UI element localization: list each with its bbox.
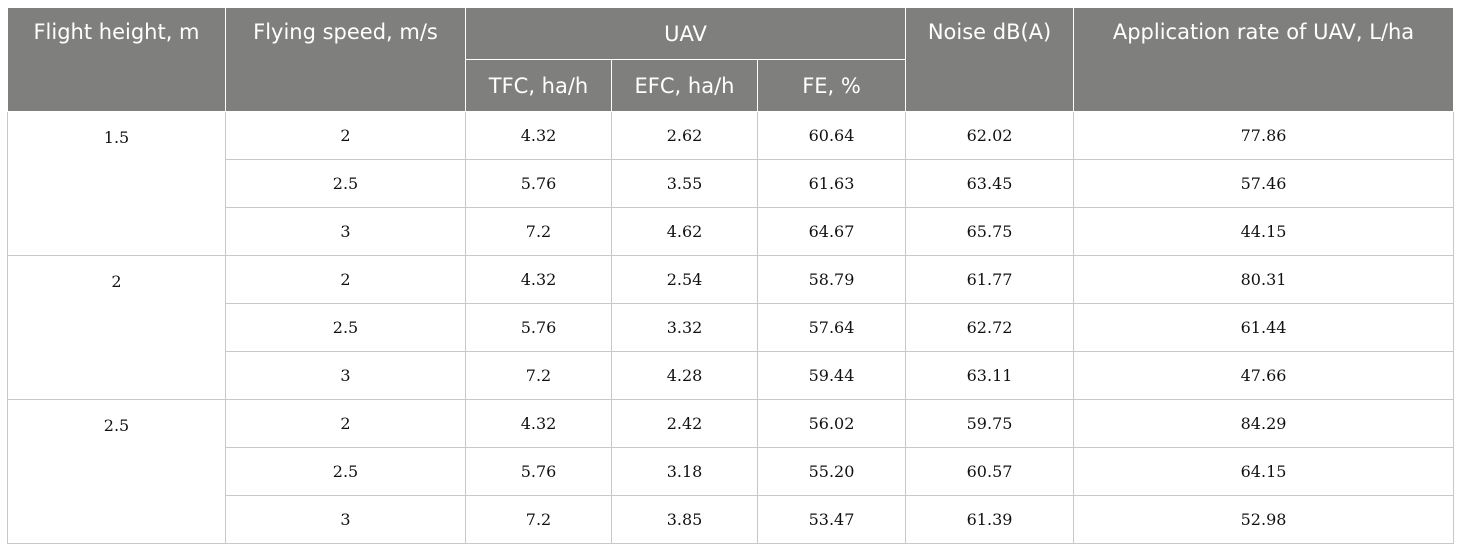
header-flying-speed: Flying speed, m/s <box>225 7 466 112</box>
rate-cell: 64.15 <box>1073 447 1455 496</box>
fe-cell: 58.79 <box>756 255 907 304</box>
table-row: 3 7.2 4.62 64.67 65.75 44.15 <box>8 207 1455 256</box>
rate-cell: 57.46 <box>1073 159 1455 208</box>
data-table: Flight height, m Flying speed, m/s UAV N… <box>7 7 1455 544</box>
tfc-cell: 7.2 <box>465 207 612 256</box>
efc-cell: 3.32 <box>611 303 758 352</box>
speed-cell: 3 <box>225 495 466 544</box>
noise-cell: 63.11 <box>905 351 1075 400</box>
table-row: 2.5 2 4.32 2.42 56.02 59.75 84.29 <box>7 399 1455 544</box>
fe-cell: 60.64 <box>756 111 907 160</box>
efc-cell: 2.62 <box>611 111 758 160</box>
flight-height-cell: 1.5 <box>7 111 226 256</box>
rate-cell: 44.15 <box>1073 207 1455 256</box>
header-fe: FE, % <box>756 59 907 112</box>
speed-cell: 2 <box>225 399 466 448</box>
tfc-cell: 7.2 <box>465 351 612 400</box>
fe-cell: 64.67 <box>756 207 907 256</box>
fe-cell: 55.20 <box>756 447 907 496</box>
header-efc: EFC, ha/h <box>611 59 758 112</box>
tfc-cell: 5.76 <box>465 159 612 208</box>
fe-cell: 53.47 <box>756 495 907 544</box>
tfc-cell: 5.76 <box>465 447 612 496</box>
header-row-top: Flight height, m Flying speed, m/s UAV N… <box>7 7 1455 112</box>
rate-cell: 52.98 <box>1073 495 1455 544</box>
speed-cell: 3 <box>225 207 466 256</box>
speed-cell: 2.5 <box>225 159 466 208</box>
noise-cell: 62.02 <box>905 111 1075 160</box>
table-row: 1.5 2 4.32 2.62 60.64 62.02 77.86 <box>7 111 1455 256</box>
noise-cell: 61.77 <box>905 255 1075 304</box>
tfc-cell: 5.76 <box>465 303 612 352</box>
rate-cell: 80.31 <box>1073 255 1455 304</box>
table-row: 3 7.2 3.85 53.47 61.39 52.98 <box>8 495 1455 544</box>
efc-cell: 2.54 <box>611 255 758 304</box>
flight-height-cell: 2 <box>7 255 226 400</box>
speed-cell: 2.5 <box>225 303 466 352</box>
rate-cell: 77.86 <box>1073 111 1455 160</box>
fe-cell: 57.64 <box>756 303 907 352</box>
table-row: 2.5 5.76 3.18 55.20 60.57 64.15 <box>8 447 1455 496</box>
noise-cell: 65.75 <box>905 207 1075 256</box>
tfc-cell: 4.32 <box>465 255 612 304</box>
efc-cell: 3.55 <box>611 159 758 208</box>
table-row: 2 2 4.32 2.54 58.79 61.77 80.31 <box>7 255 1455 400</box>
efc-cell: 3.85 <box>611 495 758 544</box>
fe-cell: 59.44 <box>756 351 907 400</box>
fe-cell: 61.63 <box>756 159 907 208</box>
efc-cell: 2.42 <box>611 399 758 448</box>
header-row-sub: TFC, ha/h EFC, ha/h FE, % <box>8 59 1454 112</box>
noise-cell: 60.57 <box>905 447 1075 496</box>
tfc-cell: 4.32 <box>465 111 612 160</box>
tfc-cell: 7.2 <box>465 495 612 544</box>
efc-cell: 4.62 <box>611 207 758 256</box>
rate-cell: 84.29 <box>1073 399 1455 448</box>
header-noise: Noise dB(A) <box>905 7 1075 112</box>
efc-cell: 4.28 <box>611 351 758 400</box>
speed-cell: 2.5 <box>225 447 466 496</box>
noise-cell: 61.39 <box>905 495 1075 544</box>
rate-cell: 47.66 <box>1073 351 1455 400</box>
fe-cell: 56.02 <box>756 399 907 448</box>
tfc-cell: 4.32 <box>465 399 612 448</box>
flight-height-cell: 2.5 <box>7 399 226 544</box>
noise-cell: 62.72 <box>905 303 1075 352</box>
header-tfc: TFC, ha/h <box>465 59 612 112</box>
header-application-rate: Application rate of UAV, L/ha <box>1073 7 1455 112</box>
efc-cell: 3.18 <box>611 447 758 496</box>
noise-cell: 59.75 <box>905 399 1075 448</box>
speed-cell: 3 <box>225 351 466 400</box>
rate-cell: 61.44 <box>1073 303 1455 352</box>
header-uav: UAV <box>464 7 907 60</box>
speed-cell: 2 <box>225 111 466 160</box>
noise-cell: 63.45 <box>905 159 1075 208</box>
header-flight-height: Flight height, m <box>7 7 226 112</box>
speed-cell: 2 <box>225 255 466 304</box>
